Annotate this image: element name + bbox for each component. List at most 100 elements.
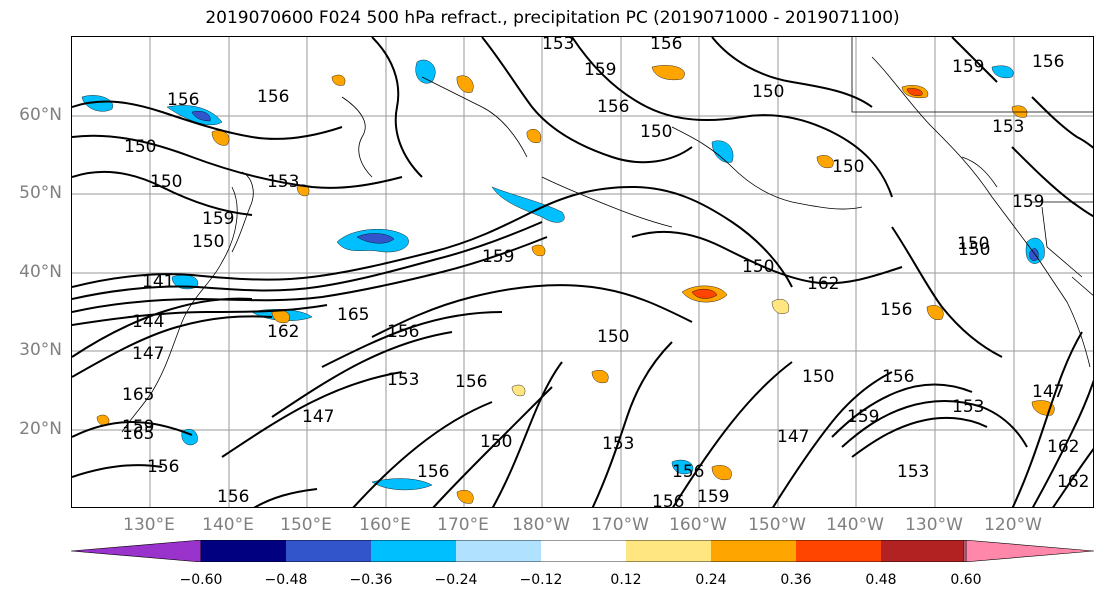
contour-label: 159 xyxy=(122,417,154,437)
contour-label: 150 xyxy=(832,157,864,177)
contour-label: 153 xyxy=(267,172,299,192)
lon-label: 170°W xyxy=(591,515,649,535)
lon-label: 120°W xyxy=(984,515,1042,535)
contour-label: 162 xyxy=(267,322,299,342)
contour-label: 156 xyxy=(1032,52,1064,72)
contour-label: 165 xyxy=(337,305,369,325)
lat-label-50n: 50°N xyxy=(19,183,62,203)
colorbar-swatch xyxy=(626,540,711,562)
contour-label: 156 xyxy=(217,487,249,507)
contour-label: 147 xyxy=(777,427,809,447)
colorbar-tick: −0.24 xyxy=(434,572,478,588)
colorbar-swatch xyxy=(881,540,966,562)
colorbar-tick: −0.36 xyxy=(349,572,393,588)
contour-label: 141 xyxy=(142,272,174,292)
colorbar-swatch-under xyxy=(71,540,202,562)
contour-label: 147 xyxy=(1032,382,1064,402)
contour-label: 159 xyxy=(952,57,984,77)
contour-label: 162 xyxy=(1057,472,1089,492)
lat-label-40n: 40°N xyxy=(19,262,62,282)
contour-label: 156 xyxy=(147,457,179,477)
contour-label: 156 xyxy=(882,367,914,387)
lon-label: 130°E xyxy=(123,515,175,535)
contour-label: 156 xyxy=(880,300,912,320)
colorbar-swatch-over xyxy=(963,540,1094,562)
lon-label: 140°E xyxy=(202,515,254,535)
contour-label: 150 xyxy=(742,257,774,277)
lon-label: 170°E xyxy=(437,515,489,535)
contour-label: 156 xyxy=(597,97,629,117)
contour-label: 159 xyxy=(202,209,234,229)
contour-label: 150 xyxy=(752,82,784,102)
colorbar-tick: −0.12 xyxy=(519,572,563,588)
map-panel[interactable]: 153 156 159 156 150 156 159 150 156 150 … xyxy=(71,36,1094,508)
contour-label: 162 xyxy=(807,274,839,294)
contour-label: 150 xyxy=(192,232,224,252)
colorbar-swatch xyxy=(286,540,371,562)
colorbar-tick: −0.48 xyxy=(264,572,308,588)
contour-label: 153 xyxy=(542,37,574,54)
colorbar-tick: 0.24 xyxy=(695,572,727,588)
contour-label: 159 xyxy=(482,247,514,267)
colorbar-tick: 0.36 xyxy=(780,572,812,588)
colorbar-swatch xyxy=(711,540,796,562)
contour-label: 159 xyxy=(697,487,729,507)
coastlines xyxy=(121,37,1093,433)
contour-label: 150 xyxy=(957,234,989,254)
lon-label: 150°E xyxy=(280,515,332,535)
graticule xyxy=(72,37,1093,507)
lon-label: 160°W xyxy=(669,515,727,535)
colorbar-tick: −0.60 xyxy=(179,572,223,588)
contour-label: 159 xyxy=(847,407,879,427)
colorbar-swatch xyxy=(371,540,456,562)
contour-label: 150 xyxy=(958,240,990,260)
contour-label: 150 xyxy=(597,327,629,347)
colorbar-swatch xyxy=(796,540,881,562)
contour-label: 159 xyxy=(1012,192,1044,212)
lon-label: 150°W xyxy=(748,515,806,535)
colorbar-swatches xyxy=(71,540,1094,562)
contour-label: 156 xyxy=(672,462,704,482)
contour-label: 162 xyxy=(1047,437,1079,457)
lon-label: 180°W xyxy=(512,515,570,535)
lon-label: 140°W xyxy=(826,515,884,535)
contour-label: 153 xyxy=(387,370,419,390)
map-title: 2019070600 F024 500 hPa refract., precip… xyxy=(205,8,900,28)
contour-label: 156 xyxy=(650,37,682,54)
contour-labels: 153 156 159 156 150 156 159 150 156 150 … xyxy=(122,37,1089,508)
contour-label: 156 xyxy=(652,492,684,508)
contour-label: 150 xyxy=(150,172,182,192)
contour-label: 153 xyxy=(952,397,984,417)
colorbar xyxy=(71,540,1094,562)
refractivity-contours xyxy=(72,37,1093,507)
contour-label: 156 xyxy=(455,372,487,392)
contour-label: 156 xyxy=(167,90,199,110)
contour-label: 159 xyxy=(584,60,616,80)
contour-label: 147 xyxy=(132,344,164,364)
contour-label: 153 xyxy=(602,434,634,454)
colorbar-tick: 0.48 xyxy=(865,572,897,588)
contour-label: 150 xyxy=(802,367,834,387)
colorbar-swatch xyxy=(201,540,286,562)
contour-label: 153 xyxy=(897,462,929,482)
lat-label-60n: 60°N xyxy=(19,105,62,125)
colorbar-tick: 0.12 xyxy=(610,572,642,588)
colorbar-swatch xyxy=(541,540,626,562)
precip-patches-positive xyxy=(96,65,1055,504)
contour-label: 150 xyxy=(124,137,156,157)
colorbar-tick: 0.60 xyxy=(950,572,982,588)
contour-label: 156 xyxy=(417,462,449,482)
map-canvas: 153 156 159 156 150 156 159 150 156 150 … xyxy=(72,37,1093,508)
contour-label: 147 xyxy=(302,407,334,427)
contour-label: 165 xyxy=(122,424,154,444)
contour-label: 144 xyxy=(132,312,164,332)
contour-label: 150 xyxy=(640,122,672,142)
contour-label: 156 xyxy=(257,87,289,107)
contour-label: 150 xyxy=(480,432,512,452)
lon-label: 160°E xyxy=(359,515,411,535)
contour-label: 165 xyxy=(122,385,154,405)
colorbar-swatch xyxy=(456,540,541,562)
lon-label: 130°W xyxy=(905,515,963,535)
lat-label-30n: 30°N xyxy=(19,340,62,360)
lat-label-20n: 20°N xyxy=(19,419,62,439)
